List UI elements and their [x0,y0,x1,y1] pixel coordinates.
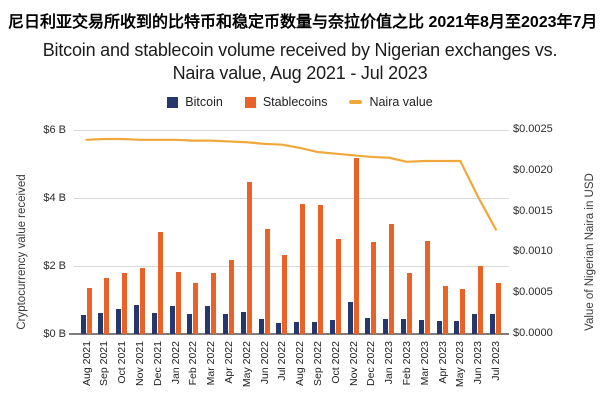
chart-title-line1: Bitcoin and stablecoin volume received b… [42,40,558,60]
gridline [74,198,509,199]
stablecoins-bar [495,282,501,334]
left-axis-tick: $2 B [43,260,66,272]
stablecoins-bar [406,273,412,334]
stablecoins-bar [300,203,306,334]
legend-square-swatch [167,96,179,108]
bitcoin-bar [133,304,139,334]
legend-square-swatch [244,96,256,108]
bitcoin-bar [222,313,228,334]
bitcoin-bar [329,320,335,334]
right-axis-title: Value of Nigerian Naira in USD [584,173,596,331]
bitcoin-bar [383,318,389,334]
stablecoins-bar [193,282,199,334]
stablecoins-bar [122,273,128,334]
legend-label: Naira value [369,95,433,109]
left-axis-tick: $6 B [43,124,66,136]
stablecoins-bar [478,266,484,334]
stablecoins-bar [371,242,377,334]
right-axis-tick: $0.0005 [513,286,553,299]
stablecoins-bar [282,255,288,334]
right-axis-tick: $0.0015 [513,204,553,217]
right-axis-tick: $0.0010 [513,245,553,258]
gridline [74,266,509,267]
stablecoins-bar [389,223,395,334]
bitcoin-bar [436,320,442,334]
stablecoins-bar [246,182,252,334]
bitcoin-bar [418,320,424,334]
bitcoin-bar [311,321,317,334]
right-axis-tick: $0.0025 [513,123,553,135]
legend-item-bitcoin: Bitcoin [167,95,223,109]
stablecoins-bar [317,205,323,334]
stablecoins-bar [353,157,359,334]
bitcoin-bar [151,312,157,334]
stablecoins-bar [442,285,448,334]
stablecoins-bar [228,259,234,334]
bitcoin-bar [205,306,211,334]
stablecoins-bar [264,228,270,334]
stablecoins-bar [335,239,341,334]
bitcoin-bar [240,311,246,334]
bitcoin-bar [169,306,175,334]
right-axis-tick: $0.0020 [513,163,553,176]
bitcoin-bar [347,302,353,334]
chart-title-line2: Naira value, Aug 2021 - Jul 2023 [172,63,428,83]
bitcoin-bar [80,315,86,334]
bitcoin-bar [472,313,478,334]
legend-label: Stablecoins [262,95,328,109]
bitcoin-bar [187,313,193,334]
left-axis-tick: $0 B [43,328,66,340]
stablecoins-bar [86,288,92,334]
stablecoins-bar [175,272,181,334]
bitcoin-bar [98,313,104,334]
stablecoins-bar [424,240,430,334]
stablecoins-bar [157,232,163,334]
stablecoins-bar [211,273,217,334]
legend: Bitcoin Stablecoins Naira value [0,95,600,109]
bitcoin-bar [489,313,495,334]
stablecoins-bar [460,289,466,334]
stablecoins-bar [139,268,145,334]
chinese-title: 尼日利亚交易所收到的比特币和稳定币数量与奈拉价值之比 2021年8月至2023年… [8,14,598,31]
bitcoin-bar [276,322,282,334]
left-axis-tick: $4 B [43,192,66,204]
legend-item-stablecoins: Stablecoins [244,95,328,109]
legend-item-naira-value: Naira value [349,95,433,109]
legend-line-swatch [349,100,363,104]
bitcoin-bar [294,321,300,334]
right-axis-tick: $0.0000 [513,327,553,339]
left-axis-title: Cryptocurrency value received [16,174,28,330]
stablecoins-bar [104,278,110,334]
bitcoin-bar [116,308,122,334]
legend-label: Bitcoin [185,95,223,109]
gridline [74,130,509,131]
bitcoin-bar [365,318,371,334]
x-axis-line [69,333,509,335]
bitcoin-bar [258,318,264,334]
bitcoin-bar [454,321,460,334]
bitcoin-bar [400,319,406,334]
